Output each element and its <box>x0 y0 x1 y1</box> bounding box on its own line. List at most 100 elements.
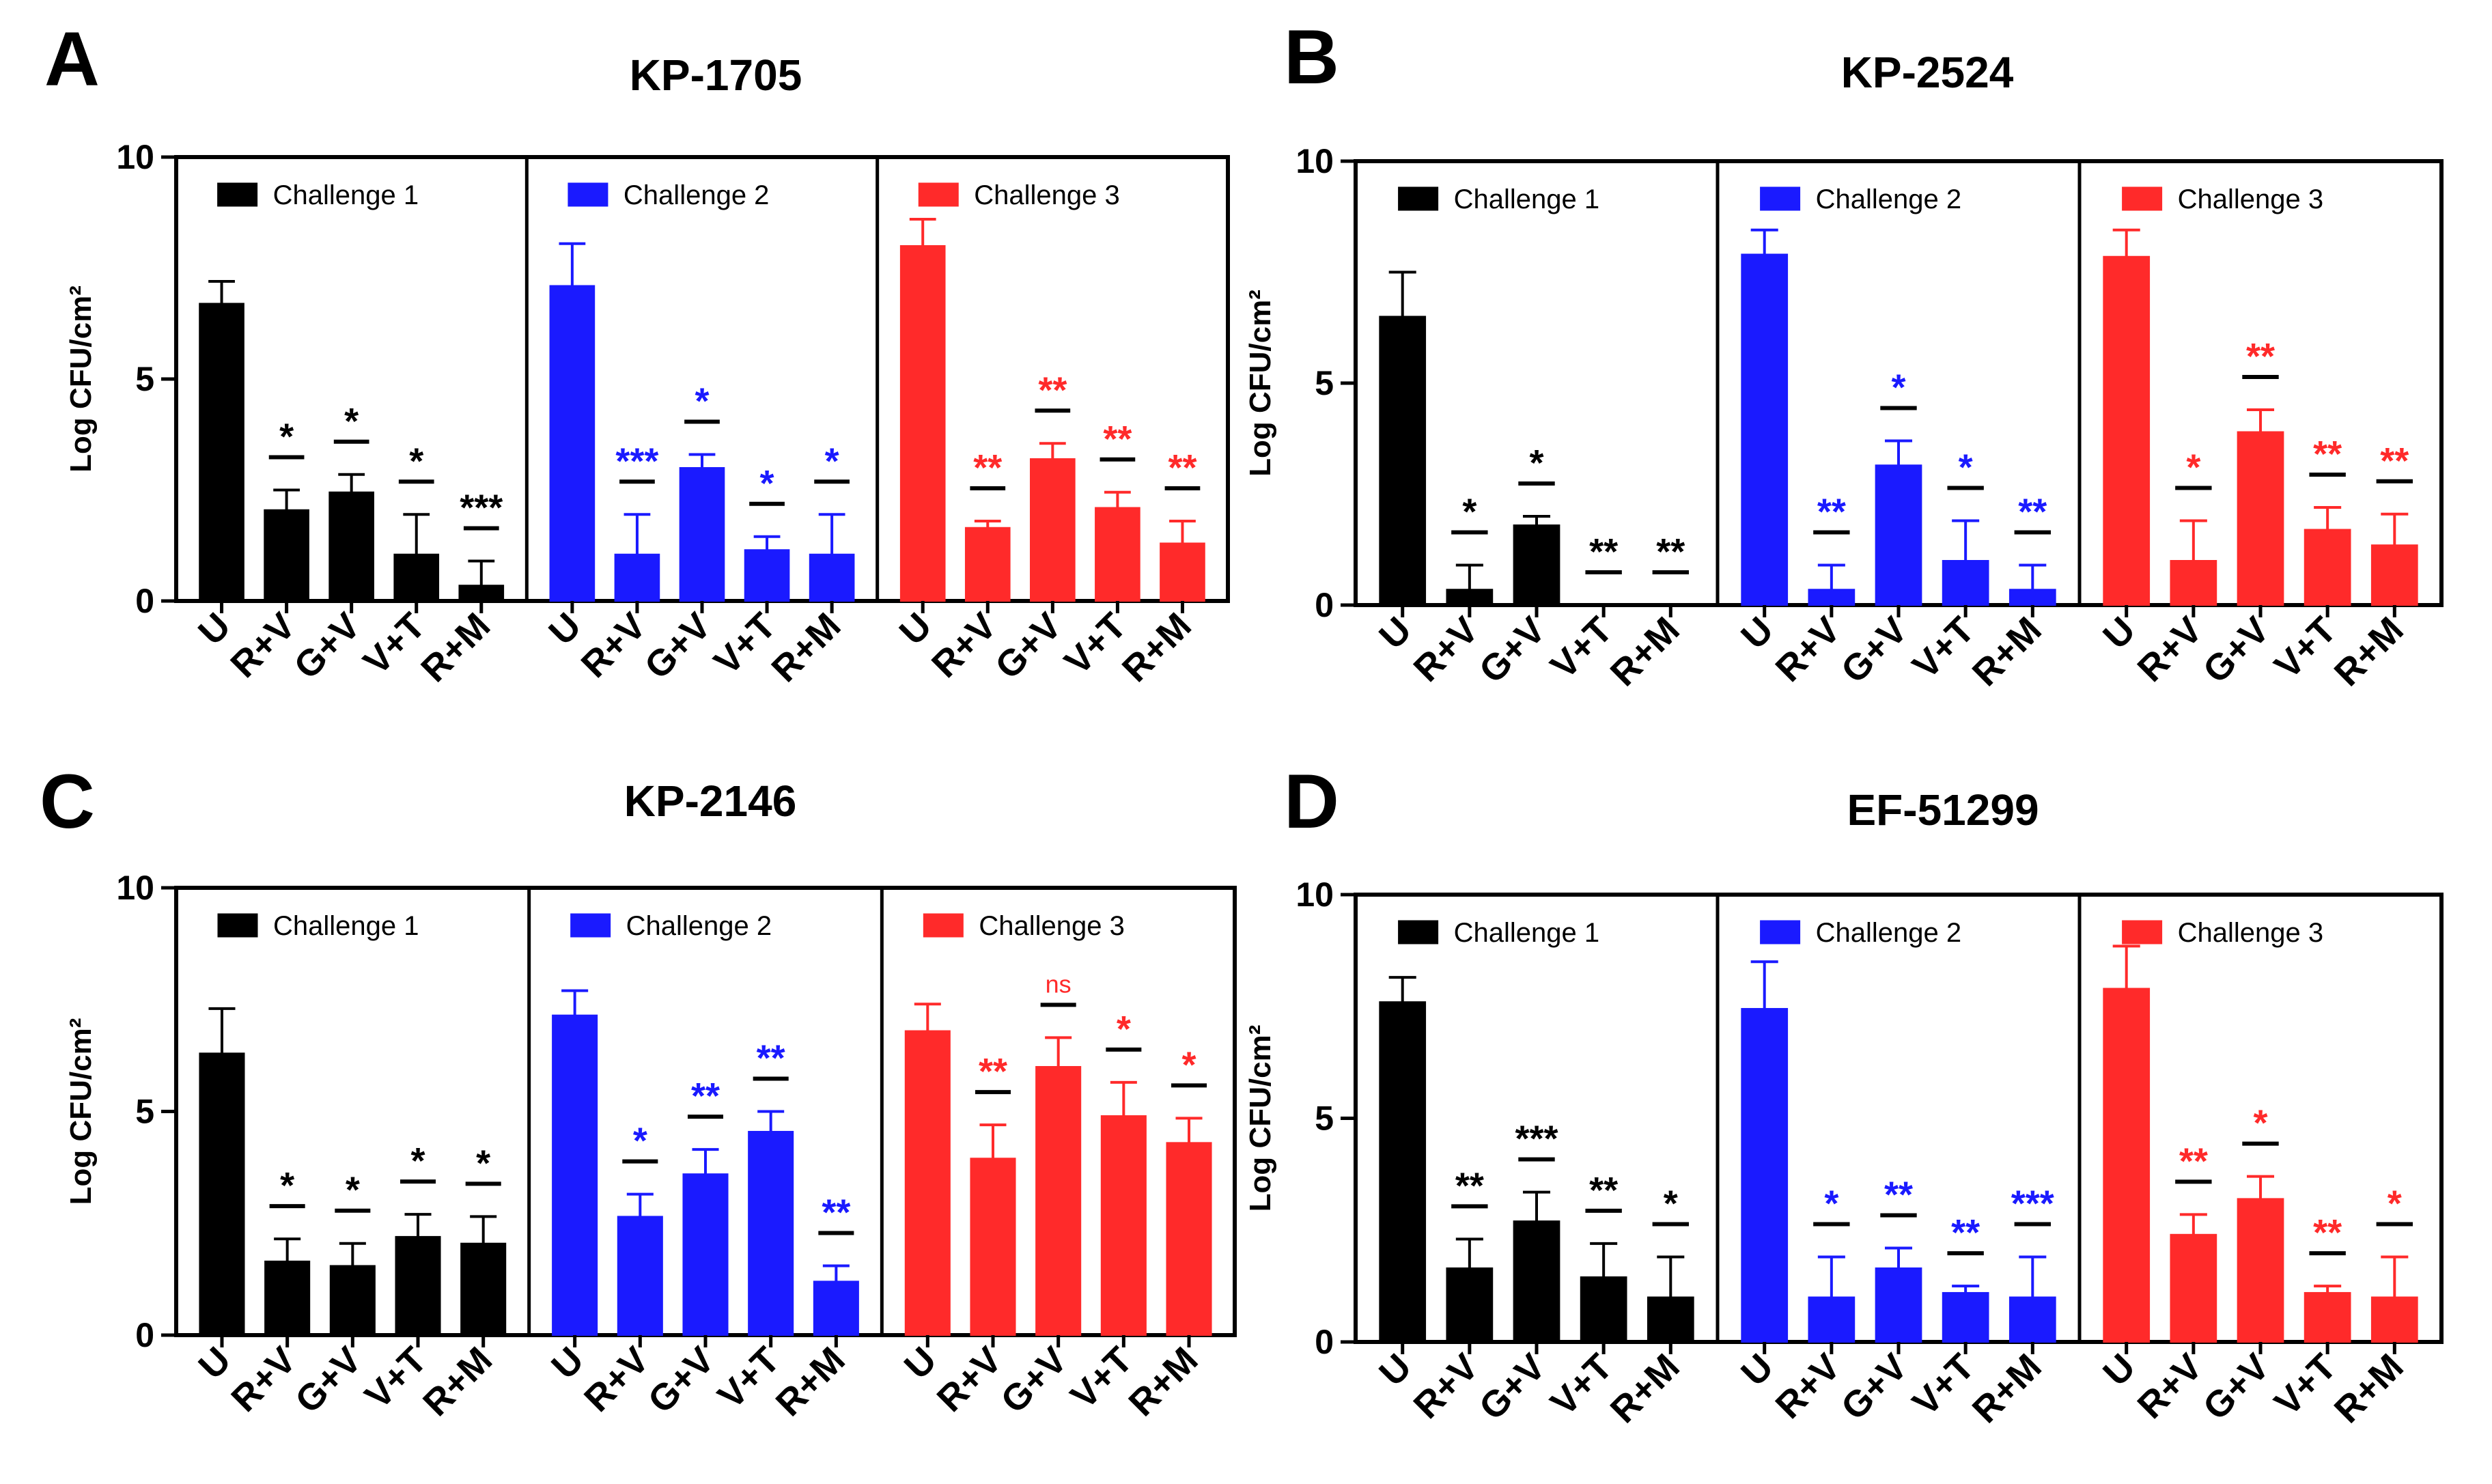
bar <box>2008 1296 2056 1343</box>
bar <box>1580 1276 1627 1343</box>
significance-label: ** <box>2380 440 2409 481</box>
bar <box>1513 1220 1560 1343</box>
bar <box>549 285 596 602</box>
x-tick-label: G+V <box>637 605 719 687</box>
legend-swatch <box>217 913 258 938</box>
bar <box>1647 1296 1694 1343</box>
significance-label: * <box>1824 1184 1838 1224</box>
x-tick-label: U <box>191 1339 238 1387</box>
significance-label: ** <box>1656 531 1685 572</box>
x-tick-label: V+T <box>2267 609 2344 687</box>
bar <box>1446 589 1494 606</box>
bar <box>617 1216 663 1336</box>
legend-swatch <box>1398 920 1439 944</box>
x-tick-label: V+T <box>1543 609 1621 687</box>
bar <box>264 1260 311 1336</box>
x-tick-label: V+T <box>706 605 784 683</box>
y-tick-label: 0 <box>1315 586 1334 624</box>
significance-label: * <box>1891 367 1905 408</box>
significance-label: ** <box>691 1076 720 1117</box>
bar <box>393 553 440 602</box>
legend-swatch <box>1760 186 1801 211</box>
significance-label: *** <box>2011 1184 2054 1224</box>
significance-label: * <box>760 463 774 504</box>
bar <box>1379 1001 1427 1343</box>
significance-label: * <box>344 401 359 442</box>
y-tick-label: 0 <box>135 582 154 620</box>
significance-label: ** <box>2313 434 2342 475</box>
x-tick-label: G+V <box>641 1339 723 1421</box>
chart-title: KP-2146 <box>624 776 797 826</box>
x-tick-label: R+M <box>2327 1346 2411 1431</box>
x-tick-label: U <box>191 605 238 653</box>
significance-label: ** <box>1038 369 1067 410</box>
bar <box>2103 255 2151 606</box>
significance-label: ** <box>2179 1140 2208 1181</box>
bar <box>2237 1198 2284 1343</box>
panel-letter: B <box>1284 14 1339 100</box>
x-tick-label: V+T <box>1905 609 1983 687</box>
x-tick-label: R+V <box>1768 609 1849 690</box>
x-tick-label: U <box>897 1339 944 1387</box>
bar <box>395 1235 441 1336</box>
legend-entry: Challenge 2 <box>624 180 770 210</box>
chart-title: EF-51299 <box>1847 785 2039 835</box>
x-tick-label: V+T <box>357 1339 435 1417</box>
bar <box>964 527 1011 602</box>
bar <box>899 245 946 602</box>
x-tick-label: R+M <box>1965 1346 2049 1431</box>
x-tick-label: R+M <box>1115 605 1199 690</box>
bar <box>2170 560 2217 606</box>
x-tick-label: R+V <box>2130 609 2211 690</box>
bar <box>460 1242 507 1336</box>
x-tick-label: U <box>1733 1346 1781 1394</box>
x-tick-label: G+V <box>993 1339 1075 1421</box>
x-tick-label: U <box>892 605 940 653</box>
panel-letter: D <box>1284 759 1339 844</box>
significance-label: ** <box>822 1192 850 1233</box>
x-tick-label: R+M <box>413 605 498 690</box>
x-tick-label: U <box>2095 609 2143 657</box>
legend-entry: Challenge 1 <box>1454 918 1600 948</box>
significance-label: ** <box>1589 531 1618 572</box>
y-tick-label: 10 <box>116 138 154 176</box>
x-tick-label: G+V <box>988 605 1069 687</box>
significance-label: ** <box>1589 1170 1618 1211</box>
bar <box>970 1158 1016 1336</box>
bar <box>1808 1296 1856 1343</box>
x-tick-label: U <box>541 605 589 653</box>
x-tick-label: R+M <box>1121 1339 1205 1424</box>
chart-title: KP-1705 <box>630 51 802 100</box>
bar <box>1100 1115 1147 1336</box>
x-tick-label: G+V <box>2196 1346 2278 1428</box>
y-axis-label: Log CFU/cm² <box>64 1018 98 1205</box>
x-tick-label: U <box>1371 1346 1419 1394</box>
panel-letter: C <box>40 759 95 844</box>
significance-label: * <box>1117 1009 1131 1050</box>
legend-swatch <box>568 182 608 207</box>
x-tick-label: R+V <box>1406 609 1487 690</box>
x-tick-label: G+V <box>1472 609 1554 691</box>
legend-swatch <box>1398 186 1439 211</box>
x-tick-label: R+M <box>2327 609 2411 694</box>
y-axis-label: Log CFU/cm² <box>1244 290 1277 477</box>
significance-label: ** <box>2246 336 2275 377</box>
bar <box>1160 542 1205 602</box>
x-tick-label: G+V <box>1834 609 1916 691</box>
bar <box>264 509 309 602</box>
x-tick-label: R+M <box>415 1339 500 1424</box>
bar <box>2304 529 2351 606</box>
significance-label: * <box>825 440 839 481</box>
bar <box>1875 464 1922 606</box>
x-tick-label: R+V <box>223 605 303 686</box>
legend-entry: Challenge 1 <box>1454 184 1600 214</box>
significance-label: * <box>1182 1044 1196 1085</box>
legend-entry: Challenge 3 <box>2178 184 2324 214</box>
legend-entry: Challenge 3 <box>979 911 1125 941</box>
y-tick-label: 0 <box>135 1316 154 1354</box>
bar <box>1942 560 1989 606</box>
bar <box>552 1014 598 1336</box>
x-tick-label: R+M <box>1603 1346 1688 1431</box>
